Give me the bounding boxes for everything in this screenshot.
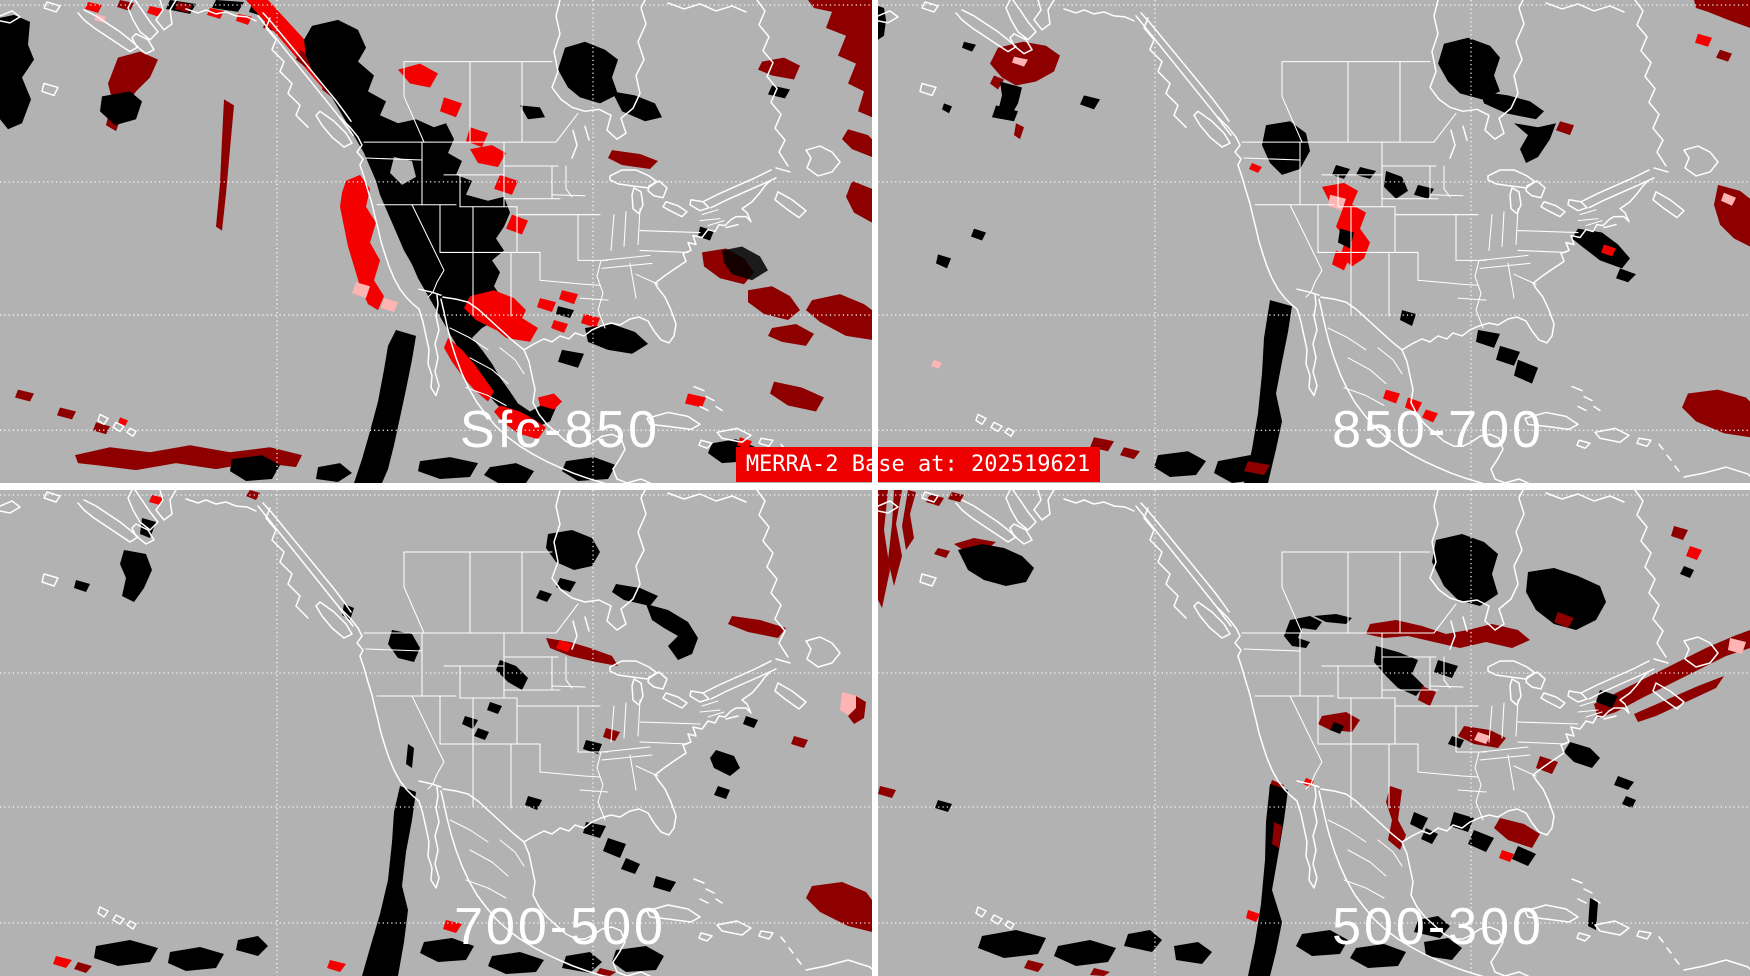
panel-700-500: 700-500	[0, 490, 872, 976]
map-500-300	[878, 490, 1750, 976]
panel-850-700: 850-700	[878, 0, 1750, 483]
map-850-700	[878, 0, 1750, 483]
cloud-blobs-850-700	[878, 0, 1750, 483]
map-700-500	[0, 490, 872, 976]
panel-500-300: 500-300	[878, 490, 1750, 976]
base-time-banner: MERRA-2 Base at: 202519621	[736, 447, 1100, 482]
layer-label-500-300: 500-300	[1332, 898, 1544, 956]
horizontal-divider	[0, 483, 1750, 490]
map-sfc-850	[0, 0, 872, 483]
layer-label-700-500: 700-500	[454, 898, 666, 956]
base-time-text: MERRA-2 Base at: 202519621	[745, 452, 1091, 477]
panel-sfc-850: Sfc-850	[0, 0, 872, 483]
layer-label-850-700: 850-700	[1332, 401, 1544, 459]
layer-label-sfc-850: Sfc-850	[459, 401, 661, 459]
cloud-blobs-700-500	[53, 490, 872, 976]
cloud-blobs-sfc-850	[0, 0, 872, 483]
cloud-blobs-500-300	[878, 490, 1750, 976]
